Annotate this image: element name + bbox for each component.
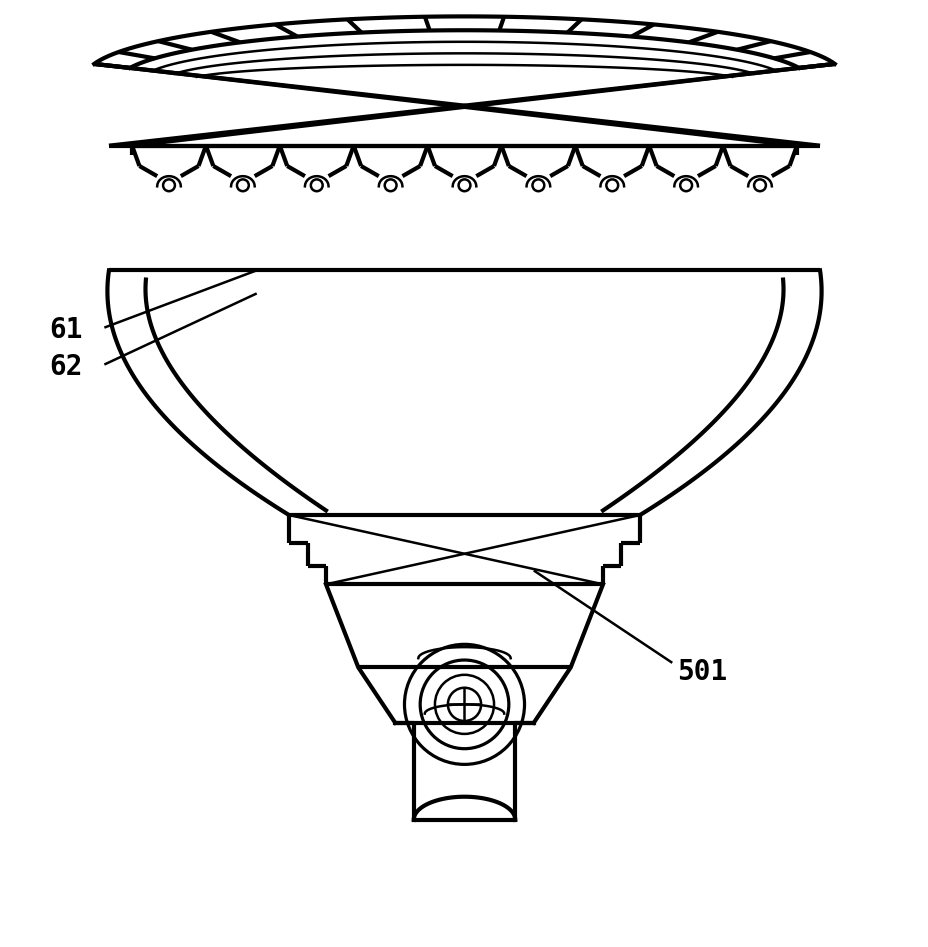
Circle shape bbox=[311, 179, 322, 191]
Circle shape bbox=[163, 179, 174, 191]
Circle shape bbox=[532, 179, 544, 191]
Text: 501: 501 bbox=[677, 658, 727, 686]
Circle shape bbox=[606, 179, 617, 191]
Circle shape bbox=[434, 675, 494, 734]
Circle shape bbox=[404, 644, 524, 764]
Circle shape bbox=[237, 179, 249, 191]
Circle shape bbox=[447, 688, 481, 721]
Circle shape bbox=[419, 660, 509, 749]
Circle shape bbox=[384, 179, 396, 191]
Circle shape bbox=[458, 179, 470, 191]
Circle shape bbox=[679, 179, 691, 191]
Circle shape bbox=[754, 179, 765, 191]
Text: 62: 62 bbox=[49, 353, 83, 382]
Text: 61: 61 bbox=[49, 316, 83, 345]
